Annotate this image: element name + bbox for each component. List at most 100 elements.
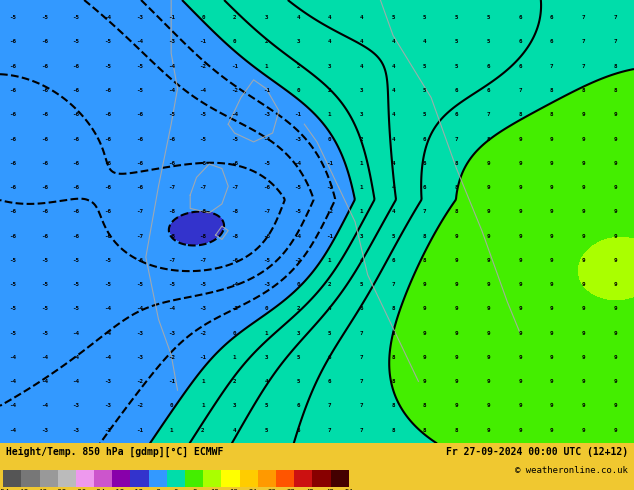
Text: -2: -2 [231, 306, 238, 311]
Text: 0: 0 [233, 40, 236, 45]
Text: -4: -4 [104, 15, 112, 20]
Text: -12: -12 [131, 489, 144, 490]
Text: -6: -6 [41, 88, 48, 93]
Bar [276, 470, 294, 487]
Text: 9: 9 [455, 403, 458, 408]
Text: 8: 8 [193, 489, 197, 490]
Text: -3: -3 [262, 112, 270, 117]
Text: -3: -3 [136, 355, 143, 360]
Text: 9: 9 [550, 209, 553, 214]
Text: 9: 9 [518, 137, 522, 142]
Text: 8: 8 [518, 112, 522, 117]
Text: 9: 9 [518, 282, 522, 287]
Text: 9: 9 [550, 234, 553, 239]
Text: 9: 9 [486, 258, 490, 263]
Text: -5: -5 [104, 258, 112, 263]
Text: 2: 2 [201, 428, 205, 433]
Text: -6: -6 [41, 112, 48, 117]
Text: 1: 1 [264, 331, 268, 336]
Text: 9: 9 [550, 258, 553, 263]
Text: 1: 1 [359, 161, 363, 166]
Text: -4: -4 [9, 355, 16, 360]
Text: 4: 4 [391, 88, 395, 93]
Text: 7: 7 [455, 137, 458, 142]
Text: 5: 5 [455, 15, 458, 20]
Text: -2: -2 [199, 64, 207, 69]
Text: 3: 3 [233, 403, 236, 408]
Text: -1: -1 [262, 88, 270, 93]
Text: 9: 9 [486, 428, 490, 433]
Text: 8: 8 [391, 355, 395, 360]
Text: 7: 7 [391, 282, 395, 287]
Text: 7: 7 [359, 379, 363, 384]
Text: 8: 8 [455, 185, 458, 190]
Text: -3: -3 [167, 331, 175, 336]
Text: 5: 5 [359, 282, 363, 287]
Text: 8: 8 [455, 428, 458, 433]
Text: 3: 3 [296, 40, 300, 45]
Text: 5: 5 [391, 15, 395, 20]
Bar [294, 470, 313, 487]
Text: 5: 5 [423, 112, 427, 117]
Text: -24: -24 [93, 489, 106, 490]
Text: 2: 2 [328, 282, 332, 287]
Text: -6: -6 [9, 88, 16, 93]
Text: 5: 5 [455, 64, 458, 69]
Text: 5: 5 [423, 15, 427, 20]
Text: 6: 6 [518, 64, 522, 69]
Text: 2: 2 [233, 15, 236, 20]
Text: -6: -6 [72, 112, 80, 117]
Text: -3: -3 [72, 428, 80, 433]
Text: 8: 8 [391, 403, 395, 408]
Text: Height/Temp. 850 hPa [gdmp][°C] ECMWF: Height/Temp. 850 hPa [gdmp][°C] ECMWF [6, 447, 224, 458]
Text: 7: 7 [359, 331, 363, 336]
Text: -1: -1 [326, 161, 333, 166]
Text: -6: -6 [136, 137, 143, 142]
Text: 9: 9 [518, 403, 522, 408]
Text: -6: -6 [167, 161, 175, 166]
Bar [204, 470, 221, 487]
Text: 9: 9 [486, 234, 490, 239]
Text: 9: 9 [613, 428, 617, 433]
Text: -6: -6 [104, 88, 112, 93]
Text: 8: 8 [391, 331, 395, 336]
Text: 6: 6 [455, 88, 458, 93]
Text: 9: 9 [550, 403, 553, 408]
Text: Fr 27-09-2024 00:00 UTC (12+12): Fr 27-09-2024 00:00 UTC (12+12) [446, 447, 628, 457]
Text: 4: 4 [391, 161, 395, 166]
Text: -7: -7 [167, 258, 175, 263]
Text: -4: -4 [104, 355, 112, 360]
Text: 9: 9 [613, 331, 617, 336]
Text: -5: -5 [72, 258, 80, 263]
Text: 9: 9 [581, 234, 585, 239]
Text: -6: -6 [231, 161, 238, 166]
Text: -6: -6 [136, 112, 143, 117]
Text: 6: 6 [423, 137, 427, 142]
Text: 9: 9 [518, 234, 522, 239]
Bar [58, 470, 76, 487]
Text: -54: -54 [0, 489, 10, 490]
Text: 0: 0 [296, 282, 300, 287]
Text: -48: -48 [16, 489, 29, 490]
Text: -1: -1 [231, 64, 238, 69]
Text: -4: -4 [9, 403, 16, 408]
Text: -1: -1 [199, 40, 207, 45]
Text: 4: 4 [423, 40, 427, 45]
Text: 8: 8 [423, 403, 427, 408]
Bar [3, 470, 22, 487]
Text: -4: -4 [294, 161, 302, 166]
Text: 2: 2 [296, 306, 300, 311]
Text: 9: 9 [455, 258, 458, 263]
Text: 4: 4 [359, 40, 363, 45]
Text: -5: -5 [9, 282, 16, 287]
Text: -6: -6 [41, 234, 48, 239]
Text: 5: 5 [486, 15, 490, 20]
Text: 9: 9 [550, 331, 553, 336]
Text: -6: -6 [9, 234, 16, 239]
Bar [221, 470, 240, 487]
Bar [131, 470, 148, 487]
Text: 8: 8 [455, 161, 458, 166]
Text: -5: -5 [41, 15, 48, 20]
Text: -6: -6 [41, 40, 48, 45]
Text: 9: 9 [455, 379, 458, 384]
